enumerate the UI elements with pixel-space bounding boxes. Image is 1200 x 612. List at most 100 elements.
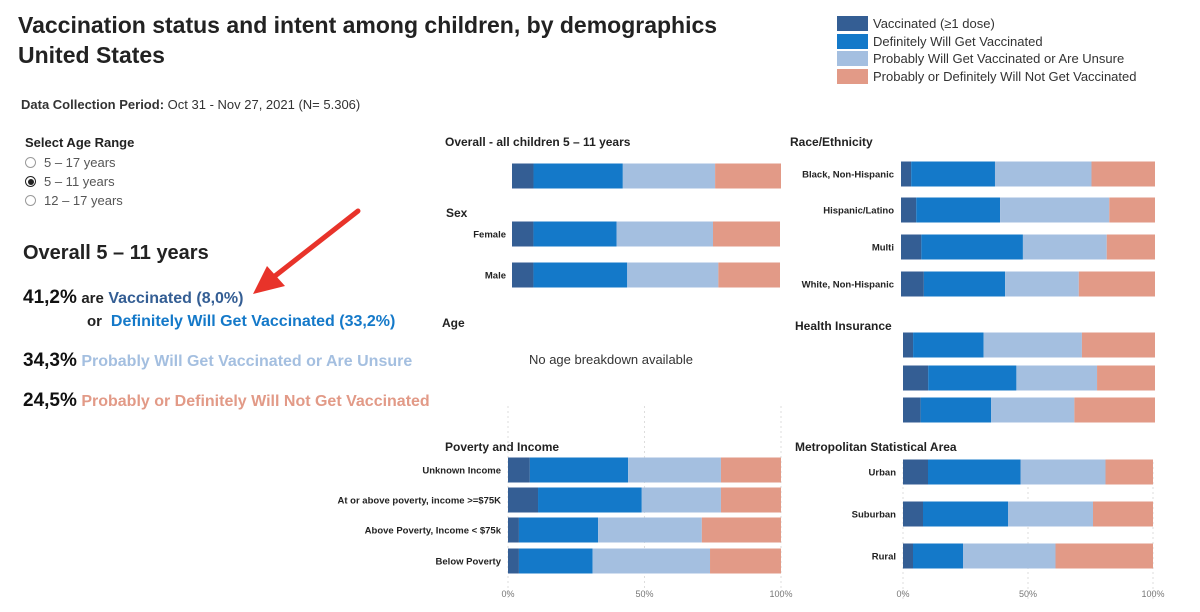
category-label: At or above poverty, income >=$75K [338, 496, 502, 507]
legend-item-vaccinated[interactable]: Vaccinated (≥1 dose) [837, 15, 1136, 33]
bar-segment-probably-will-get-vaccinated-or-are-unsure[interactable] [592, 548, 711, 574]
bar-segment-definitely-will-get-vaccinated[interactable] [923, 501, 1008, 527]
bar-segment-probably-or-definitely-will-not-get-vaccinated[interactable] [1109, 197, 1155, 223]
bar-segment-definitely-will-get-vaccinated[interactable] [518, 548, 593, 574]
bar-segment-vaccinated-1-dose[interactable] [903, 459, 928, 485]
chart-panel-title: Metropolitan Statistical Area [795, 440, 957, 454]
bar-segment-vaccinated-1-dose[interactable] [512, 221, 534, 247]
bar-segment-probably-will-get-vaccinated-or-are-unsure[interactable] [1008, 501, 1093, 527]
bar-segment-probably-will-get-vaccinated-or-are-unsure[interactable] [983, 332, 1082, 358]
bar-segment-probably-will-get-vaccinated-or-are-unsure[interactable] [641, 487, 721, 513]
bar-segment-definitely-will-get-vaccinated[interactable] [920, 397, 992, 423]
bar-segment-vaccinated-1-dose[interactable] [512, 262, 534, 288]
bar-segment-vaccinated-1-dose[interactable] [903, 397, 921, 423]
title-line-2: United States [18, 42, 165, 68]
age-option-12-17[interactable]: 12 – 17 years [25, 193, 123, 208]
legend-item-probably[interactable]: Probably Will Get Vaccinated or Are Unsu… [837, 50, 1136, 68]
bar-segment-definitely-will-get-vaccinated[interactable] [921, 234, 1023, 260]
age-option-label: 12 – 17 years [44, 193, 123, 208]
bar-segment-vaccinated-1-dose[interactable] [903, 543, 913, 569]
age-option-5-17[interactable]: 5 – 17 years [25, 155, 116, 170]
summary-title: Overall 5 – 11 years [23, 242, 209, 264]
bar-segment-probably-or-definitely-will-not-get-vaccinated[interactable] [1091, 161, 1156, 187]
radio-button-checked[interactable] [25, 176, 36, 187]
bar-segment-definitely-will-get-vaccinated[interactable] [916, 197, 1001, 223]
bar-segment-definitely-will-get-vaccinated[interactable] [518, 517, 599, 543]
bar-segment-definitely-will-get-vaccinated[interactable] [913, 543, 963, 569]
collection-value: Oct 31 - Nov 27, 2021 (N= 5.306) [167, 97, 361, 112]
bar-segment-vaccinated-1-dose[interactable] [901, 271, 924, 297]
category-label: Black, Non-Hispanic [802, 170, 894, 181]
bar-segment-probably-will-get-vaccinated-or-are-unsure[interactable] [963, 543, 1056, 569]
bar-segment-vaccinated-1-dose[interactable] [901, 161, 912, 187]
age-option-label: 5 – 17 years [44, 155, 116, 170]
bar-segment-vaccinated-1-dose[interactable] [901, 197, 917, 223]
bar-segment-vaccinated-1-dose[interactable] [508, 517, 519, 543]
radio-button[interactable] [25, 157, 36, 168]
chart-panel-title: Race/Ethnicity [790, 135, 873, 149]
bar-segment-probably-will-get-vaccinated-or-are-unsure[interactable] [616, 221, 713, 247]
age-option-5-11[interactable]: 5 – 11 years [25, 174, 115, 189]
bar-segment-probably-or-definitely-will-not-get-vaccinated[interactable] [713, 221, 780, 247]
chart-panel-race-ethnicity: Race/Ethnicity Black, Non-Hispanic Hispani… [790, 135, 1155, 297]
bar-segment-vaccinated-1-dose[interactable] [508, 487, 539, 513]
bar-segment-probably-or-definitely-will-not-get-vaccinated[interactable] [1105, 459, 1154, 485]
bar-segment-probably-will-get-vaccinated-or-are-unsure[interactable] [627, 262, 719, 288]
category-label: White, Non-Hispanic [802, 280, 894, 291]
bar-segment-probably-or-definitely-will-not-get-vaccinated[interactable] [1097, 365, 1155, 391]
summary-pct: 34,3% [23, 350, 77, 371]
bar-segment-definitely-will-get-vaccinated[interactable] [529, 457, 629, 483]
bar-segment-probably-or-definitely-will-not-get-vaccinated[interactable] [720, 487, 781, 513]
summary-pct: 24,5% [23, 390, 77, 411]
bar-segment-vaccinated-1-dose[interactable] [508, 457, 530, 483]
bar-segment-vaccinated-1-dose[interactable] [508, 548, 519, 574]
legend-item-definitely[interactable]: Definitely Will Get Vaccinated [837, 33, 1136, 51]
bar-segment-probably-or-definitely-will-not-get-vaccinated[interactable] [710, 548, 781, 574]
category-label: Unknown Income [422, 466, 501, 477]
bar-segment-definitely-will-get-vaccinated[interactable] [533, 221, 617, 247]
bar-segment-probably-will-get-vaccinated-or-are-unsure[interactable] [622, 163, 716, 189]
x-tick-label: 50% [1019, 589, 1037, 599]
bar-segment-probably-will-get-vaccinated-or-are-unsure[interactable] [1000, 197, 1110, 223]
bar-segment-vaccinated-1-dose[interactable] [903, 332, 914, 358]
bar-segment-probably-or-definitely-will-not-get-vaccinated[interactable] [1078, 271, 1155, 297]
bar-segment-definitely-will-get-vaccinated[interactable] [928, 459, 1021, 485]
bar-segment-probably-or-definitely-will-not-get-vaccinated[interactable] [1106, 234, 1155, 260]
bar-segment-definitely-will-get-vaccinated[interactable] [538, 487, 642, 513]
bar-segment-vaccinated-1-dose[interactable] [901, 234, 922, 260]
chart-panel-age: Age No age breakdown available [442, 316, 693, 367]
radio-button[interactable] [25, 195, 36, 206]
bar-segment-probably-or-definitely-will-not-get-vaccinated[interactable] [1093, 501, 1153, 527]
bar-segment-probably-or-definitely-will-not-get-vaccinated[interactable] [720, 457, 781, 483]
bar-segment-vaccinated-1-dose[interactable] [512, 163, 534, 189]
bar-segment-probably-will-get-vaccinated-or-are-unsure[interactable] [628, 457, 721, 483]
bar-segment-definitely-will-get-vaccinated[interactable] [928, 365, 1017, 391]
category-label: Above Poverty, Income < $75k [365, 526, 502, 537]
bar-segment-probably-will-get-vaccinated-or-are-unsure[interactable] [994, 161, 1092, 187]
bar-segment-probably-or-definitely-will-not-get-vaccinated[interactable] [715, 163, 781, 189]
bar-segment-vaccinated-1-dose[interactable] [903, 501, 923, 527]
bar-segment-vaccinated-1-dose[interactable] [903, 365, 929, 391]
bar-segment-definitely-will-get-vaccinated[interactable] [913, 332, 984, 358]
bar-segment-probably-or-definitely-will-not-get-vaccinated[interactable] [718, 262, 780, 288]
bar-segment-probably-will-get-vaccinated-or-are-unsure[interactable] [1016, 365, 1098, 391]
bar-segment-definitely-will-get-vaccinated[interactable] [533, 163, 623, 189]
bar-segment-definitely-will-get-vaccinated[interactable] [911, 161, 995, 187]
bar-segment-definitely-will-get-vaccinated[interactable] [923, 271, 1006, 297]
legend-item-will-not[interactable]: Probably or Definitely Will Not Get Vacc… [837, 68, 1136, 86]
bar-segment-probably-or-definitely-will-not-get-vaccinated[interactable] [1055, 543, 1154, 569]
chart-panel-health-insurance: Health Insurance [795, 319, 1155, 423]
summary-word: are [81, 290, 104, 307]
summary-line-2: or Definitely Will Get Vaccinated (33,2%… [87, 313, 395, 331]
bar-segment-probably-will-get-vaccinated-or-are-unsure[interactable] [1020, 459, 1106, 485]
summary-pct: 41,2% [23, 287, 77, 308]
bar-segment-definitely-will-get-vaccinated[interactable] [533, 262, 628, 288]
bar-segment-probably-or-definitely-will-not-get-vaccinated[interactable] [701, 517, 781, 543]
bar-segment-probably-or-definitely-will-not-get-vaccinated[interactable] [1074, 397, 1155, 423]
bar-segment-probably-will-get-vaccinated-or-are-unsure[interactable] [1005, 271, 1079, 297]
bar-segment-probably-or-definitely-will-not-get-vaccinated[interactable] [1081, 332, 1155, 358]
x-tick-label: 0% [501, 589, 514, 599]
bar-segment-probably-will-get-vaccinated-or-are-unsure[interactable] [1022, 234, 1107, 260]
bar-segment-probably-will-get-vaccinated-or-are-unsure[interactable] [598, 517, 702, 543]
bar-segment-probably-will-get-vaccinated-or-are-unsure[interactable] [991, 397, 1075, 423]
